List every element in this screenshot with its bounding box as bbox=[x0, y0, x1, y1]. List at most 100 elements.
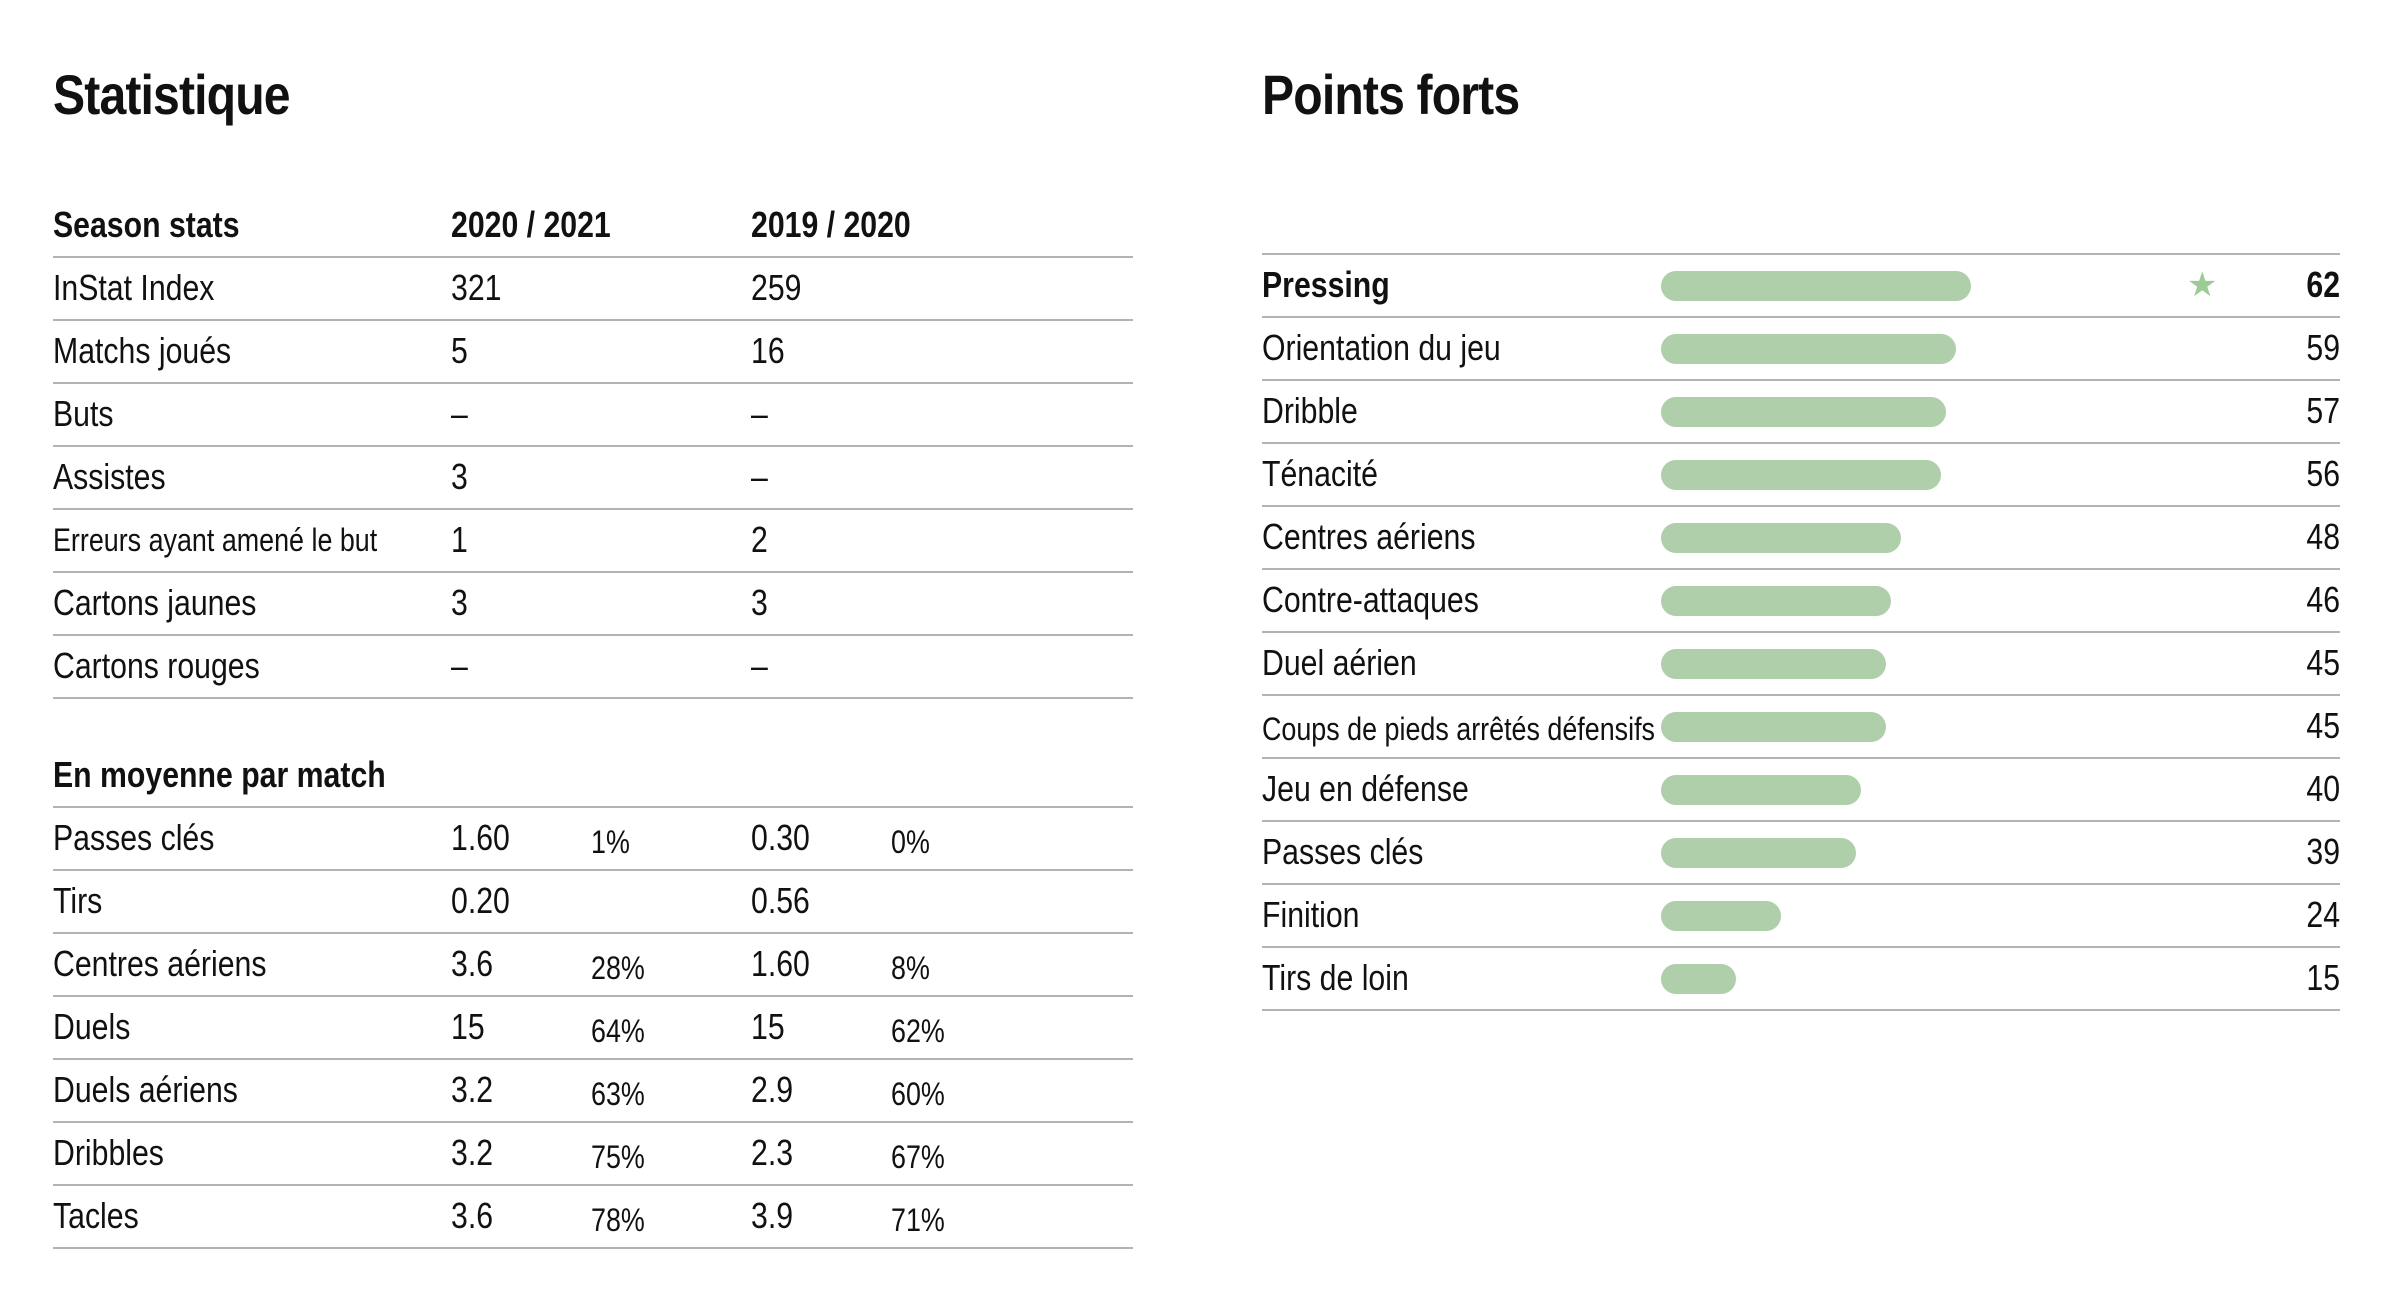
strength-row: Coups de pieds arrêtés défensifs 45 bbox=[1262, 694, 2340, 757]
avg-value-2020-2021: 15 bbox=[451, 1006, 485, 1047]
strengths-title: Points forts bbox=[1262, 63, 1520, 126]
stat-value-2019-2020: 259 bbox=[751, 267, 802, 308]
avg-value-2019-2020: 1.60 bbox=[751, 943, 810, 984]
strength-label: Coups de pieds arrêtés défensifs bbox=[1262, 711, 1655, 747]
strength-bar-track bbox=[1661, 649, 2161, 679]
stat-label: Duels bbox=[53, 1006, 131, 1047]
table-row: Duels aériens 3.2 63% 2.9 60% bbox=[53, 1058, 1133, 1121]
strength-row: Centres aériens 48 bbox=[1262, 505, 2340, 568]
stat-value-2019-2020: 3 bbox=[751, 582, 768, 623]
stat-label: Erreurs ayant amené le but bbox=[53, 522, 378, 558]
table-row: Centres aériens 3.6 28% 1.60 8% bbox=[53, 932, 1133, 995]
strength-label: Ténacité bbox=[1262, 453, 1378, 494]
season-2019-2020-header: 2019 / 2020 bbox=[751, 204, 911, 245]
avg-percent-2020-2021: 28% bbox=[591, 950, 645, 986]
strengths-chart: Pressing ★ 62 Orientation du jeu 59 Dribble 57… bbox=[1262, 192, 2340, 1011]
avg-percent-2020-2021: 78% bbox=[591, 1202, 645, 1238]
strength-value: 56 bbox=[2306, 453, 2340, 494]
strength-value: 39 bbox=[2306, 831, 2340, 872]
strength-bar bbox=[1661, 586, 1891, 616]
table-row: Cartons jaunes 3 3 bbox=[53, 571, 1133, 634]
strength-bar bbox=[1661, 649, 1886, 679]
table-row: Assistes 3 – bbox=[53, 445, 1133, 508]
strength-bar-track bbox=[1661, 838, 2161, 868]
strength-value: 15 bbox=[2306, 957, 2340, 998]
stat-value-2020-2021: – bbox=[451, 645, 468, 686]
table-row: Tirs 0.20 0.56 bbox=[53, 869, 1133, 932]
strength-bar-track bbox=[1661, 775, 2161, 805]
strength-bar bbox=[1661, 523, 1901, 553]
avg-value-2020-2021: 3.2 bbox=[451, 1132, 494, 1173]
strength-label: Contre-attaques bbox=[1262, 579, 1479, 620]
strength-bar bbox=[1661, 334, 1956, 364]
strength-value: 57 bbox=[2306, 390, 2340, 431]
strength-bar bbox=[1661, 964, 1736, 994]
strength-value: 24 bbox=[2306, 894, 2340, 935]
stat-label: Buts bbox=[53, 393, 114, 434]
strength-row: Duel aérien 45 bbox=[1262, 631, 2340, 694]
strength-bar bbox=[1661, 775, 1861, 805]
average-per-match-header: En moyenne par match bbox=[53, 745, 1133, 806]
stat-label: Matchs joués bbox=[53, 330, 232, 371]
stat-value-2020-2021: 5 bbox=[451, 330, 468, 371]
season-stats-header: Season stats 2020 / 2021 2019 / 2020 bbox=[53, 195, 1133, 256]
strength-label: Orientation du jeu bbox=[1262, 327, 1501, 368]
stat-label: Tacles bbox=[53, 1195, 139, 1236]
average-per-match-label: En moyenne par match bbox=[53, 754, 386, 795]
season-stats-header-label: Season stats bbox=[53, 204, 240, 245]
stat-label: Centres aériens bbox=[53, 943, 267, 984]
stat-value-2019-2020: 16 bbox=[751, 330, 785, 371]
star-icon: ★ bbox=[2187, 266, 2218, 304]
strength-bar-track bbox=[1661, 397, 2161, 427]
stat-value-2019-2020: – bbox=[751, 645, 768, 686]
statistics-title: Statistique bbox=[53, 63, 291, 126]
avg-percent-2020-2021: 64% bbox=[591, 1013, 645, 1049]
strength-value: 45 bbox=[2306, 705, 2340, 746]
avg-value-2019-2020: 2.3 bbox=[751, 1132, 794, 1173]
strength-row: Passes clés 39 bbox=[1262, 820, 2340, 883]
strength-bar bbox=[1661, 838, 1856, 868]
stat-label: Dribbles bbox=[53, 1132, 164, 1173]
avg-value-2020-2021: 1.60 bbox=[451, 817, 510, 858]
table-row: Buts – – bbox=[53, 382, 1133, 445]
avg-value-2019-2020: 15 bbox=[751, 1006, 785, 1047]
strength-label: Passes clés bbox=[1262, 831, 1424, 872]
strength-value: 46 bbox=[2306, 579, 2340, 620]
strength-bar bbox=[1661, 460, 1941, 490]
avg-value-2019-2020: 2.9 bbox=[751, 1069, 794, 1110]
stat-label: InStat Index bbox=[53, 267, 215, 308]
table-row: Cartons rouges – – bbox=[53, 634, 1133, 699]
strength-value: 59 bbox=[2306, 327, 2340, 368]
strength-bar bbox=[1661, 712, 1886, 742]
stat-label: Cartons jaunes bbox=[53, 582, 257, 623]
table-row: Matchs joués 5 16 bbox=[53, 319, 1133, 382]
strength-bar-track bbox=[1661, 334, 2161, 364]
strength-row: Jeu en défense 40 bbox=[1262, 757, 2340, 820]
strength-bar-track bbox=[1661, 964, 2161, 994]
table-row: InStat Index 321 259 bbox=[53, 256, 1133, 319]
stat-label: Duels aériens bbox=[53, 1069, 238, 1110]
strength-label: Centres aériens bbox=[1262, 516, 1476, 557]
avg-percent-2020-2021: 1% bbox=[591, 824, 630, 860]
table-row: Duels 15 64% 15 62% bbox=[53, 995, 1133, 1058]
avg-value-2020-2021: 0.20 bbox=[451, 880, 510, 921]
strength-row: Contre-attaques 46 bbox=[1262, 568, 2340, 631]
stat-value-2019-2020: 2 bbox=[751, 519, 768, 560]
strength-value: 45 bbox=[2306, 642, 2340, 683]
strengths-header-spacer bbox=[1262, 192, 2340, 253]
avg-percent-2019-2020: 71% bbox=[891, 1202, 945, 1238]
avg-percent-2020-2021: 75% bbox=[591, 1139, 645, 1175]
avg-percent-2019-2020: 60% bbox=[891, 1076, 945, 1112]
avg-percent-2019-2020: 0% bbox=[891, 824, 930, 860]
stat-value-2019-2020: – bbox=[751, 456, 768, 497]
average-per-match-table: En moyenne par match Passes clés 1.60 1% 0.… bbox=[53, 745, 1133, 1249]
avg-percent-2019-2020: 8% bbox=[891, 950, 930, 986]
table-row: Erreurs ayant amené le but 1 2 bbox=[53, 508, 1133, 571]
stat-label: Assistes bbox=[53, 456, 166, 497]
strength-value: 48 bbox=[2306, 516, 2340, 557]
avg-value-2019-2020: 0.30 bbox=[751, 817, 810, 858]
strength-label: Duel aérien bbox=[1262, 642, 1417, 683]
strength-row: Pressing ★ 62 bbox=[1262, 253, 2340, 316]
strength-label: Tirs de loin bbox=[1262, 957, 1409, 998]
table-row: Tacles 3.6 78% 3.9 71% bbox=[53, 1184, 1133, 1249]
